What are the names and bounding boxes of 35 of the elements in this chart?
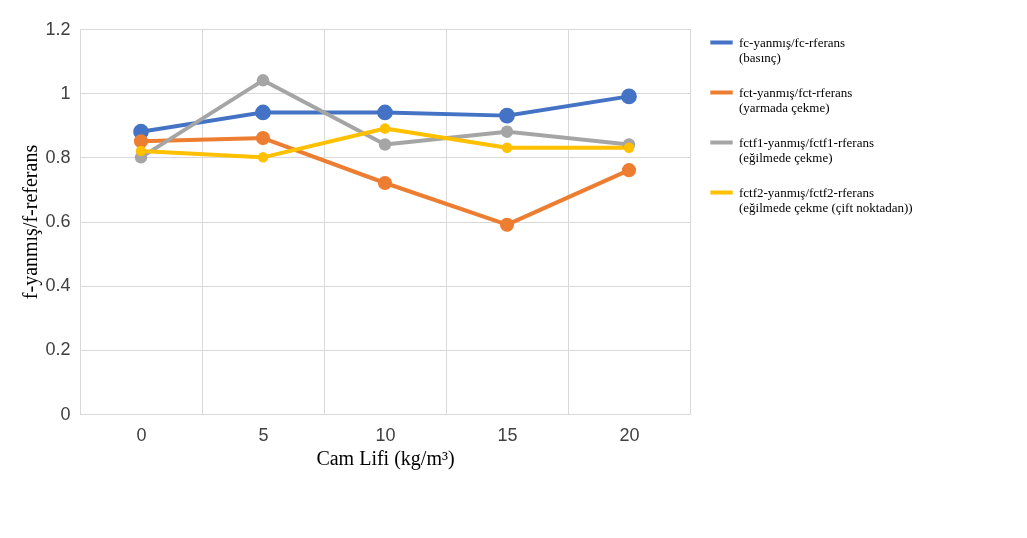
point bbox=[255, 131, 271, 146]
point bbox=[621, 88, 637, 105]
point bbox=[500, 125, 514, 138]
y-tick-label: 0.6 bbox=[45, 211, 71, 231]
point bbox=[499, 217, 515, 232]
point bbox=[255, 104, 271, 121]
legend-label: fct-yanmış/fct-rferans (yarmada çekme) bbox=[739, 84, 853, 115]
y-axis-title: f-yanmış/f-referans bbox=[19, 144, 43, 300]
y-tick-label: 0.4 bbox=[45, 275, 71, 296]
y-tick-label: 0 bbox=[60, 403, 71, 424]
x-tick-label: 0 bbox=[136, 424, 147, 445]
point bbox=[623, 142, 635, 153]
point bbox=[135, 145, 147, 157]
point bbox=[377, 175, 393, 191]
point bbox=[378, 138, 392, 151]
x-tick-label: 15 bbox=[497, 424, 518, 445]
point bbox=[499, 107, 515, 124]
legend-label: fctf2-yanmış/fctf2-rferans (eğilmede çekme (çift noktadan)) bbox=[739, 184, 913, 215]
y-tick-label: 1 bbox=[60, 82, 71, 103]
point bbox=[377, 104, 393, 121]
y-tick-label: 0.2 bbox=[45, 339, 71, 360]
point bbox=[501, 142, 513, 153]
x-tick-label: 5 bbox=[258, 424, 269, 445]
y-tick-label: 0.8 bbox=[45, 146, 71, 167]
legend-label: fctf1-yanmış/fctf1-rferans (eğilmede çekme) bbox=[739, 134, 874, 165]
x-axis-title: Cam Lifi (kg/m³) bbox=[316, 446, 455, 470]
x-tick-label: 20 bbox=[619, 424, 640, 445]
point bbox=[621, 163, 637, 178]
legend-label: fc-yanmış/fc-rferans (basınç) bbox=[739, 34, 846, 65]
point bbox=[257, 152, 269, 163]
y-tick-label: 1.2 bbox=[45, 18, 71, 39]
x-tick-label: 10 bbox=[375, 424, 396, 445]
point bbox=[256, 74, 270, 87]
point bbox=[379, 123, 391, 134]
point bbox=[133, 134, 149, 149]
